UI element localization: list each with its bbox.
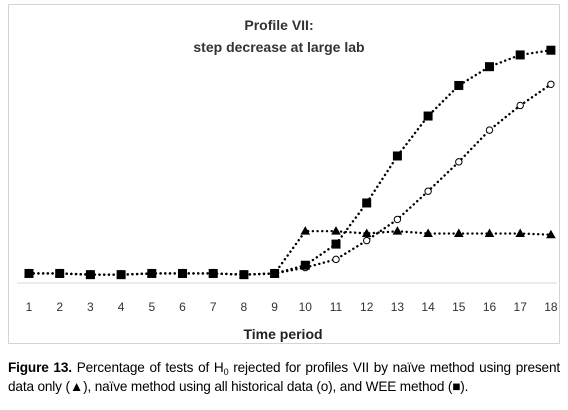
- x-tick-label: 1: [26, 300, 33, 314]
- data-point-filled-square: [392, 151, 402, 161]
- data-point-triangle: [331, 226, 341, 235]
- x-tick-label: 8: [241, 300, 248, 314]
- x-tick-label: 9: [271, 300, 278, 314]
- data-point-filled-square: [208, 268, 218, 278]
- triangle-symbol: ▲: [69, 379, 84, 394]
- data-point-open-circle: [547, 80, 555, 89]
- x-tick-label: 17: [514, 300, 528, 314]
- caption-text-before-sub: Percentage of tests of H: [76, 360, 224, 375]
- x-tick-label: 10: [299, 300, 313, 314]
- series-triangle: [24, 226, 556, 279]
- data-point-open-circle: [424, 187, 432, 195]
- data-point-filled-square: [270, 268, 280, 278]
- x-tick-label: 4: [118, 300, 125, 314]
- data-point-filled-square: [454, 80, 464, 90]
- data-point-triangle: [300, 226, 311, 235]
- chart-title-line2: step decrease at large lab: [193, 39, 364, 55]
- data-point-open-circle: [363, 236, 371, 245]
- data-point-filled-square: [331, 239, 341, 249]
- data-point-triangle: [484, 228, 495, 238]
- data-point-filled-square: [116, 270, 126, 280]
- series-line-filled-square: [27, 49, 553, 276]
- data-point-open-circle: [485, 126, 494, 134]
- x-axis-title: Time period: [243, 326, 322, 342]
- data-point-open-circle: [393, 215, 402, 224]
- x-tick-label: 11: [330, 300, 343, 314]
- x-tick-labels: 1 2 3 4 5 6 7 8 9 10 11 12 13 14 15 16 17 18: [26, 300, 558, 314]
- caption-subscript: 0: [223, 367, 229, 377]
- caption-label: Figure 13.: [8, 360, 72, 375]
- data-point-filled-square: [515, 50, 525, 60]
- data-point-filled-square: [362, 198, 372, 208]
- data-point-filled-square: [546, 45, 556, 55]
- data-point-open-circle: [332, 255, 340, 264]
- series-line-open-circle: [27, 83, 553, 276]
- series-filled-square: [24, 45, 556, 280]
- data-point-triangle: [392, 226, 403, 235]
- data-point-filled-square: [300, 260, 310, 270]
- data-point-open-circle: [455, 158, 463, 166]
- figure-caption: Figure 13. Percentage of tests of H0 rej…: [8, 358, 560, 396]
- x-tick-label: 3: [87, 300, 94, 314]
- x-tick-label: 5: [148, 300, 155, 314]
- data-point-triangle: [546, 229, 556, 239]
- x-tick-label: 12: [360, 300, 374, 314]
- caption-text-end: ).: [460, 379, 469, 394]
- data-point-filled-square: [485, 62, 494, 72]
- data-point-filled-square: [24, 268, 34, 278]
- x-tick-label: 7: [210, 300, 217, 314]
- data-point-open-circle: [516, 101, 524, 110]
- caption-text-after-sub: rejected for profiles VII by naïve metho…: [8, 360, 560, 394]
- data-point-filled-square: [85, 270, 95, 280]
- data-point-triangle: [423, 228, 433, 238]
- data-point-filled-square: [178, 268, 187, 278]
- data-point-filled-square: [423, 111, 433, 121]
- data-point-triangle: [361, 228, 372, 238]
- square-symbol: ■: [452, 379, 461, 394]
- x-tick-label: 13: [391, 300, 405, 314]
- data-point-filled-square: [147, 268, 157, 278]
- chart-title-line1: Profile VII:: [244, 17, 313, 33]
- x-tick-label: 14: [421, 300, 435, 314]
- x-tick-label: 18: [544, 300, 558, 314]
- caption-text-mid: ), naïve method using all historical dat…: [83, 379, 453, 394]
- data-point-triangle: [515, 228, 525, 238]
- series-line-triangle: [27, 229, 553, 276]
- x-tick-label: 16: [483, 300, 497, 314]
- data-point-filled-square: [239, 270, 249, 280]
- x-tick-label: 6: [179, 300, 186, 314]
- line-chart: Profile VII: step decrease at large lab …: [17, 17, 558, 342]
- series-layer: [24, 45, 556, 280]
- chart-frame: Profile VII: step decrease at large lab …: [8, 4, 560, 344]
- data-point-triangle: [454, 228, 464, 238]
- data-point-filled-square: [55, 268, 65, 278]
- series-open-circle: [25, 80, 555, 279]
- x-tick-label: 15: [452, 300, 466, 314]
- x-tick-label: 2: [56, 300, 63, 314]
